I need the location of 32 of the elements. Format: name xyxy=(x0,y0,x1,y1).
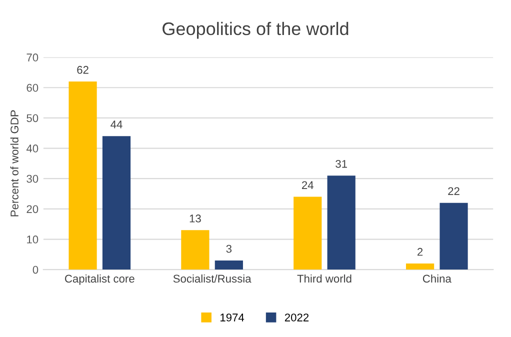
y-tick-label: 40 xyxy=(26,144,38,152)
data-label: 44 xyxy=(110,120,122,128)
data-label: 2 xyxy=(418,248,423,256)
bar xyxy=(440,202,468,270)
bar xyxy=(181,230,210,270)
data-label: 31 xyxy=(336,160,347,168)
x-tick-label: Socialist/Russia xyxy=(173,274,252,283)
y-axis-title: Percent of world GDP xyxy=(10,110,18,216)
bar xyxy=(327,176,356,270)
y-tick-label: 60 xyxy=(26,84,38,92)
y-tick-label: 30 xyxy=(26,174,38,183)
legend-label: 2022 xyxy=(284,314,309,322)
x-tick-label: Capitalist core xyxy=(65,274,134,285)
y-tick-label: 50 xyxy=(26,114,38,122)
y-tick-label: 70 xyxy=(26,54,38,62)
y-tick-label: 10 xyxy=(27,236,38,244)
bar xyxy=(406,264,434,270)
y-tick-label: 0 xyxy=(32,266,38,274)
bar xyxy=(68,82,97,270)
x-tick-label: China xyxy=(422,274,452,283)
data-label: 13 xyxy=(190,214,201,222)
bar xyxy=(214,260,243,270)
legend-label: 1974 xyxy=(220,314,244,322)
bar xyxy=(102,136,131,270)
x-tick-label: Third world xyxy=(297,274,352,283)
chart-title: Geopolitics of the world xyxy=(162,22,348,39)
data-label: 62 xyxy=(77,66,88,74)
y-tick-label: 20 xyxy=(26,205,38,214)
data-label: 24 xyxy=(302,181,314,189)
data-label: 3 xyxy=(226,244,232,253)
bar xyxy=(294,196,322,270)
data-label: 22 xyxy=(448,187,460,196)
